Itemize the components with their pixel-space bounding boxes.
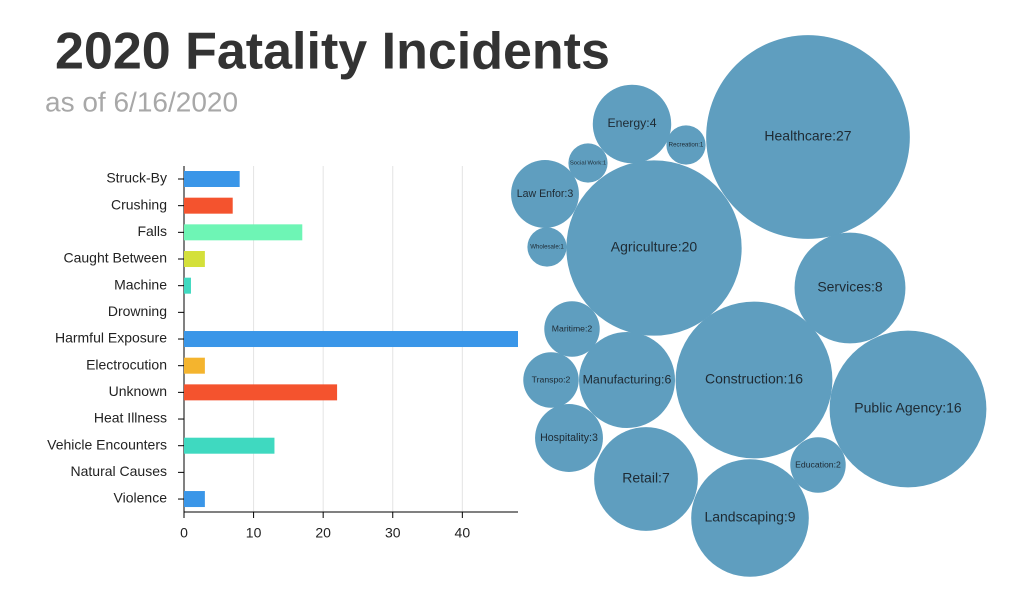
bubble: [568, 143, 608, 183]
y-tick-label: Harmful Exposure: [55, 330, 167, 346]
bubble-label: Agriculture:20: [611, 239, 698, 255]
bubble-label: Retail:7: [622, 470, 670, 486]
bubble-label: Healthcare:27: [764, 128, 851, 144]
bubble-label: Wholesale:1: [530, 244, 564, 251]
bubble-label: Construction:16: [705, 371, 803, 387]
bar: [184, 331, 518, 348]
bubble: [527, 227, 567, 267]
bubble-label: Transpo:2: [532, 374, 571, 384]
bubble: [675, 301, 833, 459]
bar: [184, 277, 191, 294]
bubble: [594, 427, 698, 531]
x-tick-label: 40: [455, 525, 471, 541]
title: 2020 Fatality Incidents: [55, 23, 610, 81]
y-tick-label: Electrocution: [86, 356, 167, 372]
bar: [184, 491, 205, 508]
bubble-label: Maritime:2: [552, 323, 593, 333]
bubble: [691, 459, 809, 577]
bubble-label: Hospitality:3: [540, 432, 598, 444]
bar: [184, 384, 338, 401]
bubble-label: Law Enfor:3: [517, 188, 574, 200]
bubble: [790, 437, 846, 493]
bubble-label: Public Agency:16: [854, 400, 962, 416]
bar: [184, 251, 205, 268]
x-tick-label: 30: [385, 525, 401, 541]
bubble-label: Education:2: [795, 459, 841, 469]
bubble-label: Social Work:1: [570, 161, 606, 167]
bar: [184, 171, 240, 187]
bubble: [666, 125, 706, 165]
y-tick-label: Falls: [137, 223, 167, 239]
subtitle: as of 6/16/2020: [45, 86, 238, 117]
bubble-label: Manufacturing:6: [583, 372, 672, 386]
bubble: [523, 352, 579, 408]
bar: [184, 437, 275, 454]
y-tick-label: Drowning: [108, 303, 167, 319]
bubble: [578, 331, 676, 429]
y-tick-label: Violence: [114, 490, 168, 506]
bubble: [511, 160, 579, 228]
bubble-label: Recreation:1: [669, 142, 704, 149]
y-tick-label: Unknown: [109, 383, 167, 399]
bubble: [566, 160, 742, 336]
x-tick-label: 10: [246, 525, 262, 541]
bar: [184, 197, 233, 214]
bubble: [706, 35, 910, 239]
bubble: [544, 301, 600, 357]
bubble-label: Energy:4: [607, 116, 656, 130]
bar: [184, 357, 205, 374]
bubble: [535, 404, 603, 472]
x-tick-label: 20: [315, 525, 331, 541]
bubble: [794, 232, 906, 344]
y-tick-label: Struck-By: [106, 170, 167, 186]
x-tick-label: 0: [180, 525, 188, 541]
y-tick-label: Crushing: [111, 196, 167, 212]
bubble-label: Services:8: [817, 279, 883, 295]
bubble: [829, 330, 987, 488]
bar: [184, 224, 303, 241]
y-tick-label: Vehicle Encounters: [47, 436, 167, 452]
bubble: [592, 84, 672, 164]
bubble-label: Landscaping:9: [704, 509, 795, 525]
y-tick-label: Caught Between: [63, 250, 167, 266]
y-tick-label: Heat Illness: [94, 410, 167, 426]
y-tick-label: Natural Causes: [71, 463, 168, 479]
y-tick-label: Machine: [114, 276, 167, 292]
